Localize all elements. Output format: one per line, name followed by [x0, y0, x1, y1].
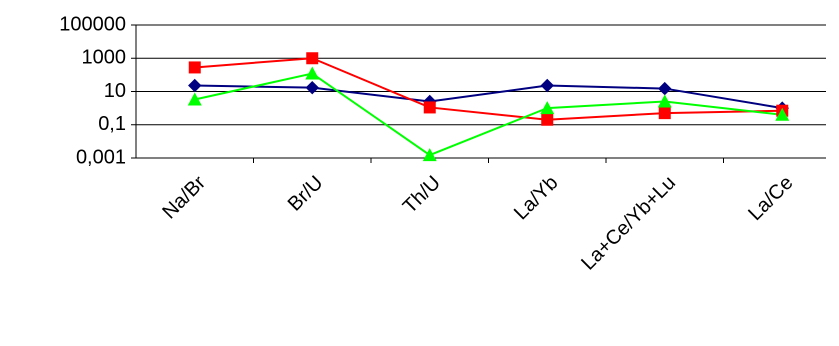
marker: [775, 107, 790, 121]
marker: [658, 107, 671, 120]
marker: [658, 81, 672, 96]
marker: [423, 101, 436, 114]
marker: [422, 148, 437, 162]
y-tick-label: 100000: [59, 13, 126, 35]
marker: [657, 94, 672, 108]
marker: [305, 80, 319, 95]
x-tick-label: Th/U: [399, 172, 445, 218]
x-tick-label: Br/U: [284, 172, 328, 216]
series-line: [194, 57, 783, 121]
x-tick-label: La/Yb: [510, 172, 563, 225]
y-tick-label: 1000: [82, 47, 127, 69]
marker: [540, 78, 554, 93]
y-tick-label: 0,001: [76, 146, 126, 168]
x-tick-label: La/Ce: [744, 172, 797, 225]
series-line: [194, 72, 783, 157]
marker: [306, 52, 319, 65]
y-tick-label: 10: [104, 80, 126, 102]
marker: [188, 61, 201, 74]
marker: [188, 78, 202, 93]
x-tick-label: La+Ce/Yb+Lu: [577, 172, 680, 275]
marker: [540, 101, 555, 115]
marker: [305, 66, 320, 80]
x-tick-label: Na/Br: [158, 171, 210, 223]
marker: [541, 113, 554, 126]
marker: [187, 92, 202, 106]
series-line: [194, 84, 783, 110]
y-tick-label: 0,1: [98, 113, 126, 135]
